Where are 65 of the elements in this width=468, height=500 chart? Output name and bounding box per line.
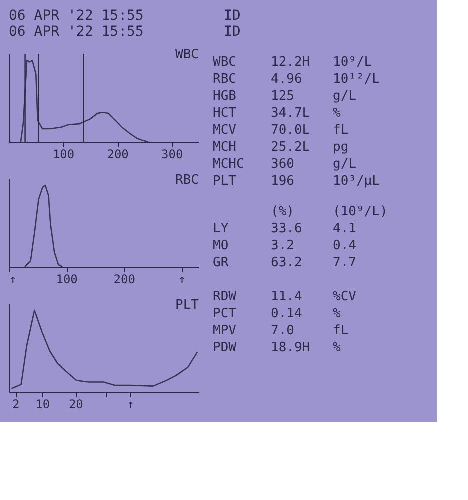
text: LY (213, 222, 229, 237)
text: 06 APR '22 15:55 (9, 8, 144, 24)
text: %CV (333, 290, 357, 305)
text: MO (213, 238, 229, 254)
text: ID (224, 8, 241, 24)
x-tick-label: 300 (162, 148, 184, 162)
text: 33.6 (271, 222, 302, 237)
text: 34.7L (271, 106, 310, 121)
text: MPV (213, 324, 237, 339)
text: g/L (333, 157, 357, 172)
x-tick-label: 100 (52, 148, 75, 162)
x-tick-label: 100 (56, 272, 78, 286)
text: 10¹²/L (333, 72, 380, 87)
text: 3.2 (271, 238, 294, 254)
text: PLT (213, 174, 237, 189)
x-tick-label: 200 (114, 272, 136, 286)
text: HCT (213, 106, 237, 121)
x-tick-label: 200 (107, 148, 129, 162)
text: 25.2L (271, 140, 310, 155)
text: 12.2H (271, 55, 310, 70)
text: HGB (213, 89, 237, 104)
text: 70.0L (271, 123, 310, 138)
text: 360 (271, 157, 294, 172)
text: RDW (213, 290, 237, 305)
x-tick-label: 10 (36, 398, 50, 412)
text: GR (213, 256, 229, 271)
text: (10⁹/L) (333, 204, 388, 220)
text: 0.14 (271, 306, 302, 322)
text: g/L (333, 89, 357, 104)
text: PCT (213, 306, 237, 322)
x-tick-label: ↑ (178, 272, 186, 286)
text: 18.9H (271, 340, 310, 356)
text: 11.4 (271, 290, 302, 305)
chart-title: RBC (176, 173, 199, 188)
x-tick-label: ↑ (127, 398, 134, 412)
text: (%) (271, 204, 294, 220)
text: 63.2 (271, 256, 302, 271)
text: 06 APR '22 15:55 (9, 24, 144, 40)
text: PDW (213, 340, 237, 356)
text: % (333, 106, 341, 121)
x-tick-label: 2 (12, 398, 20, 412)
chart-title: PLT (176, 298, 200, 313)
text: 7.7 (333, 256, 356, 271)
text: 7.0 (271, 324, 294, 339)
text: ID (224, 24, 241, 40)
x-tick-label: ↑ (10, 272, 17, 286)
text: 0.4 (333, 238, 357, 254)
text: 196 (271, 174, 294, 189)
text: % (333, 340, 341, 356)
text: RBC (213, 72, 236, 87)
text: 125 (271, 89, 294, 104)
text: 4.1 (333, 222, 356, 237)
text: % (333, 306, 341, 322)
text: 10⁹/L (333, 55, 372, 70)
text: 4.96 (271, 72, 302, 87)
text: MCV (213, 123, 237, 138)
text: fL (333, 324, 349, 339)
text: 10³/µL (333, 174, 380, 189)
text: fL (333, 123, 349, 138)
text: WBC (213, 55, 236, 70)
text: MCH (213, 140, 236, 155)
text: pg (333, 140, 349, 155)
chart-title: WBC (176, 47, 199, 62)
text: MCHC (213, 157, 244, 172)
x-tick-label: 20 (68, 398, 84, 412)
